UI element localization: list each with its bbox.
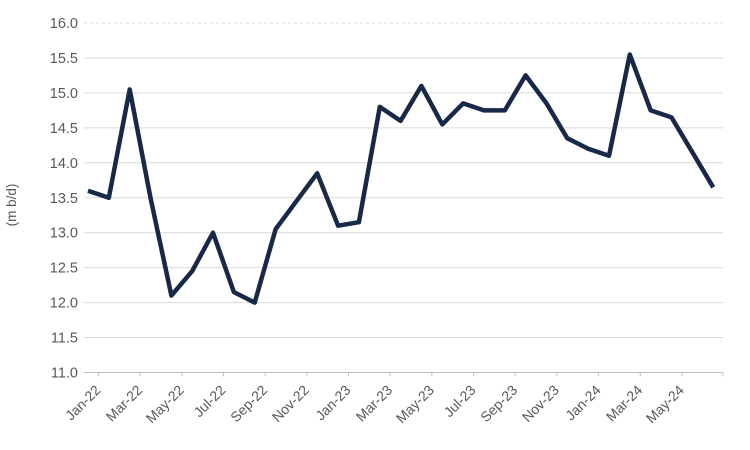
x-axis-tick-label: Jan-22 xyxy=(62,382,104,424)
x-axis-tick-label: May-22 xyxy=(143,382,187,426)
x-axis-tick-label: Mar-24 xyxy=(603,382,646,425)
data-series-line xyxy=(87,52,716,305)
y-axis-tick-label: 12.5 xyxy=(50,261,78,277)
y-axis-tick-label: 13.5 xyxy=(50,191,78,207)
y-axis-tick-label: 14.0 xyxy=(50,156,78,172)
y-axis-tick-label: 16.0 xyxy=(50,16,78,32)
x-axis-tick-label: Jan-23 xyxy=(312,382,354,424)
x-axis-tick-label: Jul-23 xyxy=(440,382,478,420)
x-axis-tick-label: May-23 xyxy=(393,382,437,426)
x-axis-tick-label: Mar-22 xyxy=(103,382,146,425)
x-axis-tick-label: Mar-23 xyxy=(353,382,396,425)
x-axis-tick-label: Nov-23 xyxy=(519,382,562,425)
y-axis-tick-label: 11.0 xyxy=(51,366,78,382)
x-axis-tick-label: Jul-22 xyxy=(190,382,228,420)
x-axis-tick-label: May-24 xyxy=(643,382,687,426)
x-axis-tick-label: Jan-24 xyxy=(562,382,604,424)
x-axis-tick-label: Sep-23 xyxy=(477,382,520,425)
x-axis-tick-label: Nov-22 xyxy=(269,382,312,425)
y-axis-tick-label: 15.0 xyxy=(50,86,78,102)
y-axis-tick-label: 12.0 xyxy=(50,296,78,312)
x-axis-tick-label: Sep-22 xyxy=(227,382,270,425)
y-axis-tick-label: 11.5 xyxy=(51,331,78,347)
y-axis-title: (m b/d) xyxy=(4,184,19,227)
y-axis-tick-label: 14.5 xyxy=(50,121,78,137)
y-axis-tick-label: 15.5 xyxy=(50,51,78,67)
y-axis-tick-label: 13.0 xyxy=(50,226,78,242)
